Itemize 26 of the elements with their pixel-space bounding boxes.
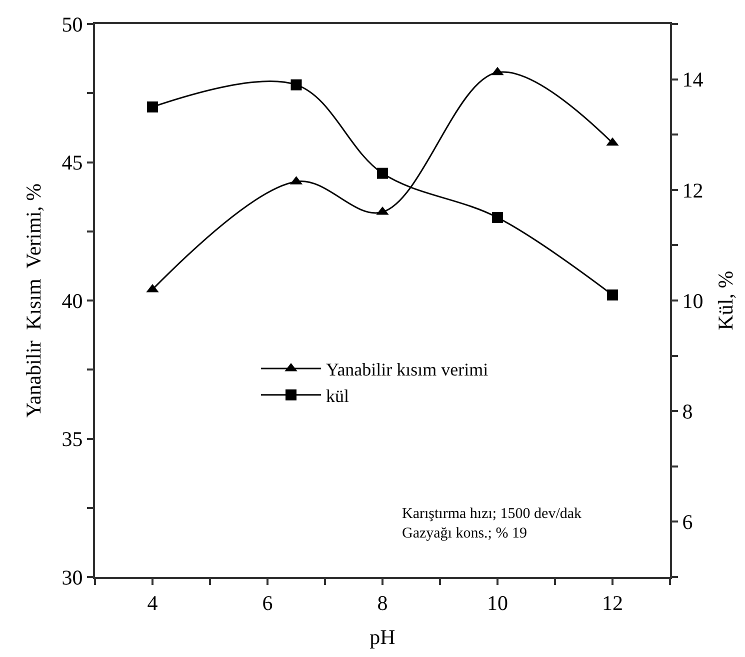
y2-tick-label: 6: [682, 510, 693, 534]
y2-tick-label: 14: [682, 68, 704, 92]
point: [607, 289, 618, 300]
x-tick-label: 4: [147, 591, 158, 616]
y-tick-label: 45: [62, 150, 83, 175]
y2-tick-label: 10: [682, 288, 704, 313]
point: [290, 79, 302, 90]
y-tick-label: 35: [62, 427, 83, 452]
y-axis-title: Yanabilir Kısım Verimi, %: [21, 183, 46, 418]
point: [492, 212, 503, 224]
y-tick-label: 50: [62, 12, 83, 36]
y-tick-label: 40: [62, 288, 83, 313]
x-axis-title: pH: [370, 624, 396, 649]
point: [147, 101, 158, 112]
x-tick-label: 10: [487, 591, 508, 616]
annotation: Karıştırma hızı; 1500 dev/dak Gazyağı kons.; % 19: [402, 506, 582, 542]
y2-tick-label: 8: [682, 399, 693, 424]
legend-label: Yanabilir kısım verimi: [326, 359, 488, 380]
legend-label: kül: [326, 386, 350, 406]
x-tick-label: 6: [262, 591, 273, 616]
y2-tick-label: 12: [682, 178, 704, 202]
x-tick-label: 8: [377, 591, 388, 616]
y-tick-label: 30: [62, 565, 83, 590]
x-tick-label: 12: [602, 591, 623, 616]
y2-axis-title: Kül, %: [713, 270, 738, 330]
point: [377, 168, 388, 179]
